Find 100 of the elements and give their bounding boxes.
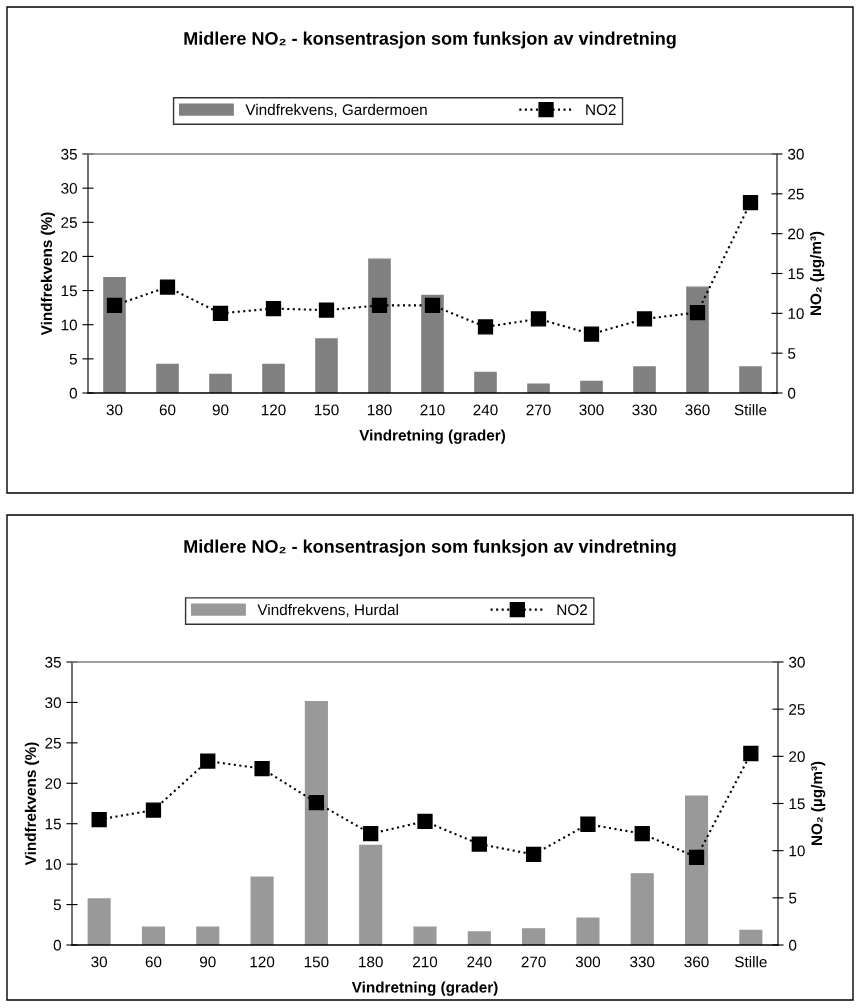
bar — [522, 928, 546, 945]
legend-label: Vindfrekvens, Hurdal — [257, 603, 398, 617]
x-tick-label: 60 — [145, 956, 162, 968]
point — [308, 794, 325, 811]
point — [636, 311, 653, 327]
x-tick-label: 30 — [106, 404, 123, 416]
y2-tick-label: 20 — [789, 751, 805, 763]
y-axis-title: Vindfrekvens (%) — [24, 742, 40, 866]
y-tick-label: 20 — [61, 251, 77, 263]
bar — [103, 276, 126, 393]
x-tick-label: 210 — [420, 404, 445, 416]
y-tick-label: 10 — [61, 319, 77, 331]
x-axis-title: Vindretning (grader) — [359, 429, 506, 444]
x-tick-label: 120 — [250, 956, 275, 968]
y2-tick-label: 10 — [789, 845, 805, 857]
bar — [739, 929, 763, 945]
x-tick-label: 240 — [467, 956, 492, 968]
y-tick-label: 0 — [69, 387, 77, 399]
point — [634, 826, 650, 842]
point — [254, 760, 270, 777]
x-tick-label: 180 — [359, 956, 383, 968]
bar — [141, 926, 166, 945]
y2-tick-label: 25 — [788, 188, 804, 200]
x-tick-label: 300 — [575, 956, 601, 968]
point — [477, 319, 494, 335]
bar — [467, 931, 491, 945]
bar — [474, 371, 497, 393]
point — [471, 836, 487, 852]
y2-tick-label: 0 — [789, 939, 797, 951]
x-tick-label: 330 — [632, 404, 657, 416]
point — [417, 813, 433, 830]
x-tick-label: 210 — [413, 956, 438, 968]
x-tick-label: 60 — [159, 404, 176, 416]
y-tick-label: 5 — [69, 353, 77, 365]
y2-tick-label: 10 — [788, 308, 804, 320]
x-tick-label: 360 — [684, 956, 709, 968]
y-tick-label: 15 — [61, 285, 77, 297]
y-tick-label: 20 — [45, 778, 61, 789]
point — [91, 811, 107, 828]
bar — [250, 876, 274, 945]
point — [371, 297, 388, 314]
bar — [580, 380, 603, 393]
y-tick-label: 10 — [45, 859, 61, 870]
legend-label: NO2 — [586, 104, 616, 116]
bar — [87, 898, 111, 945]
point — [265, 300, 282, 317]
y-tick-label: 5 — [53, 899, 61, 911]
chart-title: Midlere NO₂ - konsentrasjon som funksjon av vindretning — [184, 539, 676, 557]
x-tick-label: 300 — [579, 404, 604, 416]
point — [212, 305, 229, 321]
legend-label: NO2 — [557, 604, 587, 616]
point — [106, 297, 123, 314]
y-tick-label: 30 — [61, 183, 77, 194]
point — [689, 304, 706, 321]
x-tick-label: 270 — [521, 956, 546, 968]
y-tick-label: 25 — [45, 737, 61, 749]
point — [583, 326, 600, 342]
y2-tick-label: 5 — [789, 892, 797, 904]
y2-tick-label: 25 — [789, 704, 805, 715]
x-tick-label: 150 — [314, 404, 339, 416]
x-tick-label: Stille — [734, 956, 767, 968]
bar — [633, 366, 656, 393]
y2-tick-label: 0 — [788, 387, 796, 399]
y-tick-label: 30 — [45, 697, 61, 709]
x-tick-label: 330 — [630, 956, 655, 968]
point — [743, 745, 759, 762]
y-tick-label: 35 — [45, 656, 61, 668]
y2-tick-label: 30 — [788, 148, 804, 160]
y-tick-label: 25 — [61, 217, 77, 228]
bar — [686, 286, 709, 393]
x-tick-label: 120 — [261, 404, 286, 416]
bar — [684, 795, 709, 945]
point — [424, 297, 441, 314]
bar — [576, 917, 600, 945]
x-tick-label: 270 — [526, 404, 551, 416]
bar — [196, 926, 220, 945]
point — [530, 311, 547, 327]
y2-axis-title: NO₂ (µg/m³) — [809, 231, 825, 316]
point — [200, 753, 216, 769]
chart-title: Midlere NO₂ - konsentrasjon som funksjon av vindretning — [184, 31, 676, 49]
y2-tick-label: 15 — [789, 798, 805, 810]
bar — [315, 338, 338, 393]
bar — [156, 363, 179, 393]
bar — [209, 373, 232, 393]
point — [363, 826, 379, 842]
point — [580, 816, 596, 832]
bar — [359, 844, 383, 945]
point — [159, 279, 176, 295]
x-tick-label: 360 — [685, 404, 710, 416]
x-tick-label: 90 — [199, 956, 216, 968]
bar — [304, 700, 328, 945]
point — [145, 802, 162, 818]
point — [742, 194, 759, 211]
point — [525, 846, 542, 863]
point — [688, 849, 705, 865]
y2-tick-label: 20 — [788, 228, 804, 240]
y2-tick-label: 15 — [788, 268, 804, 280]
y-tick-label: 0 — [53, 939, 61, 951]
y2-axis-title: NO₂ (µg/m³) — [810, 761, 826, 846]
bar — [739, 366, 762, 393]
